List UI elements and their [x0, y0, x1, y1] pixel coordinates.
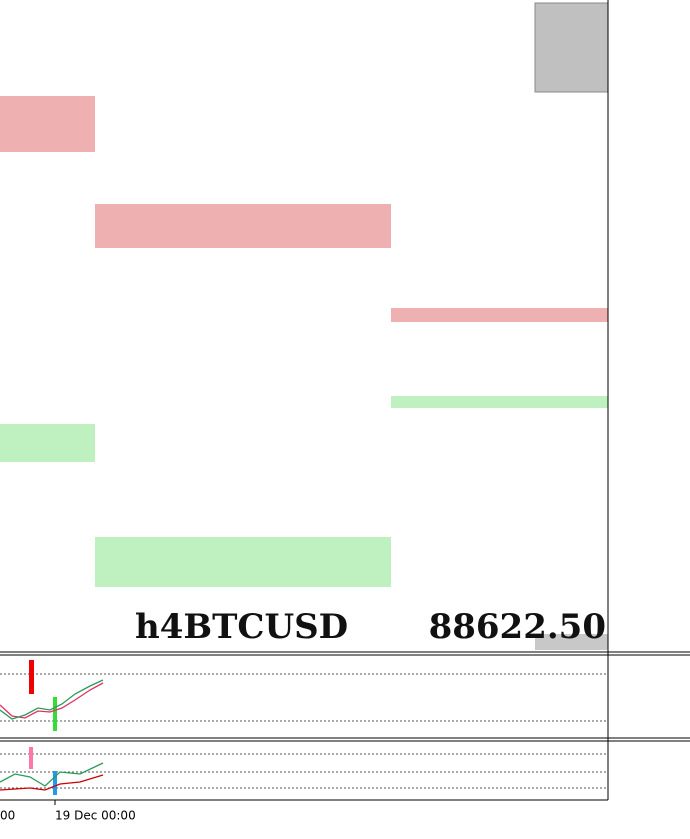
zone [534, 2, 609, 93]
indicator-line [0, 762, 104, 787]
indicator-line [0, 682, 104, 719]
signal-bar [29, 660, 34, 694]
zone [95, 204, 391, 248]
indicator-line [0, 774, 104, 791]
zone [0, 424, 95, 462]
indicator-line [0, 679, 104, 720]
zone [95, 537, 391, 587]
time-label: 19 Dec 00:00 [55, 809, 136, 823]
zone [0, 96, 95, 152]
signal-bar [29, 747, 33, 769]
time-label: 00 [0, 809, 15, 823]
zone [391, 308, 608, 322]
signal-bar [53, 697, 57, 731]
zone [535, 634, 608, 650]
last-price: 88622.50 [429, 607, 606, 647]
zone [391, 396, 608, 408]
symbol: h4BTCUSD [135, 607, 348, 647]
signal-bar [53, 771, 57, 795]
